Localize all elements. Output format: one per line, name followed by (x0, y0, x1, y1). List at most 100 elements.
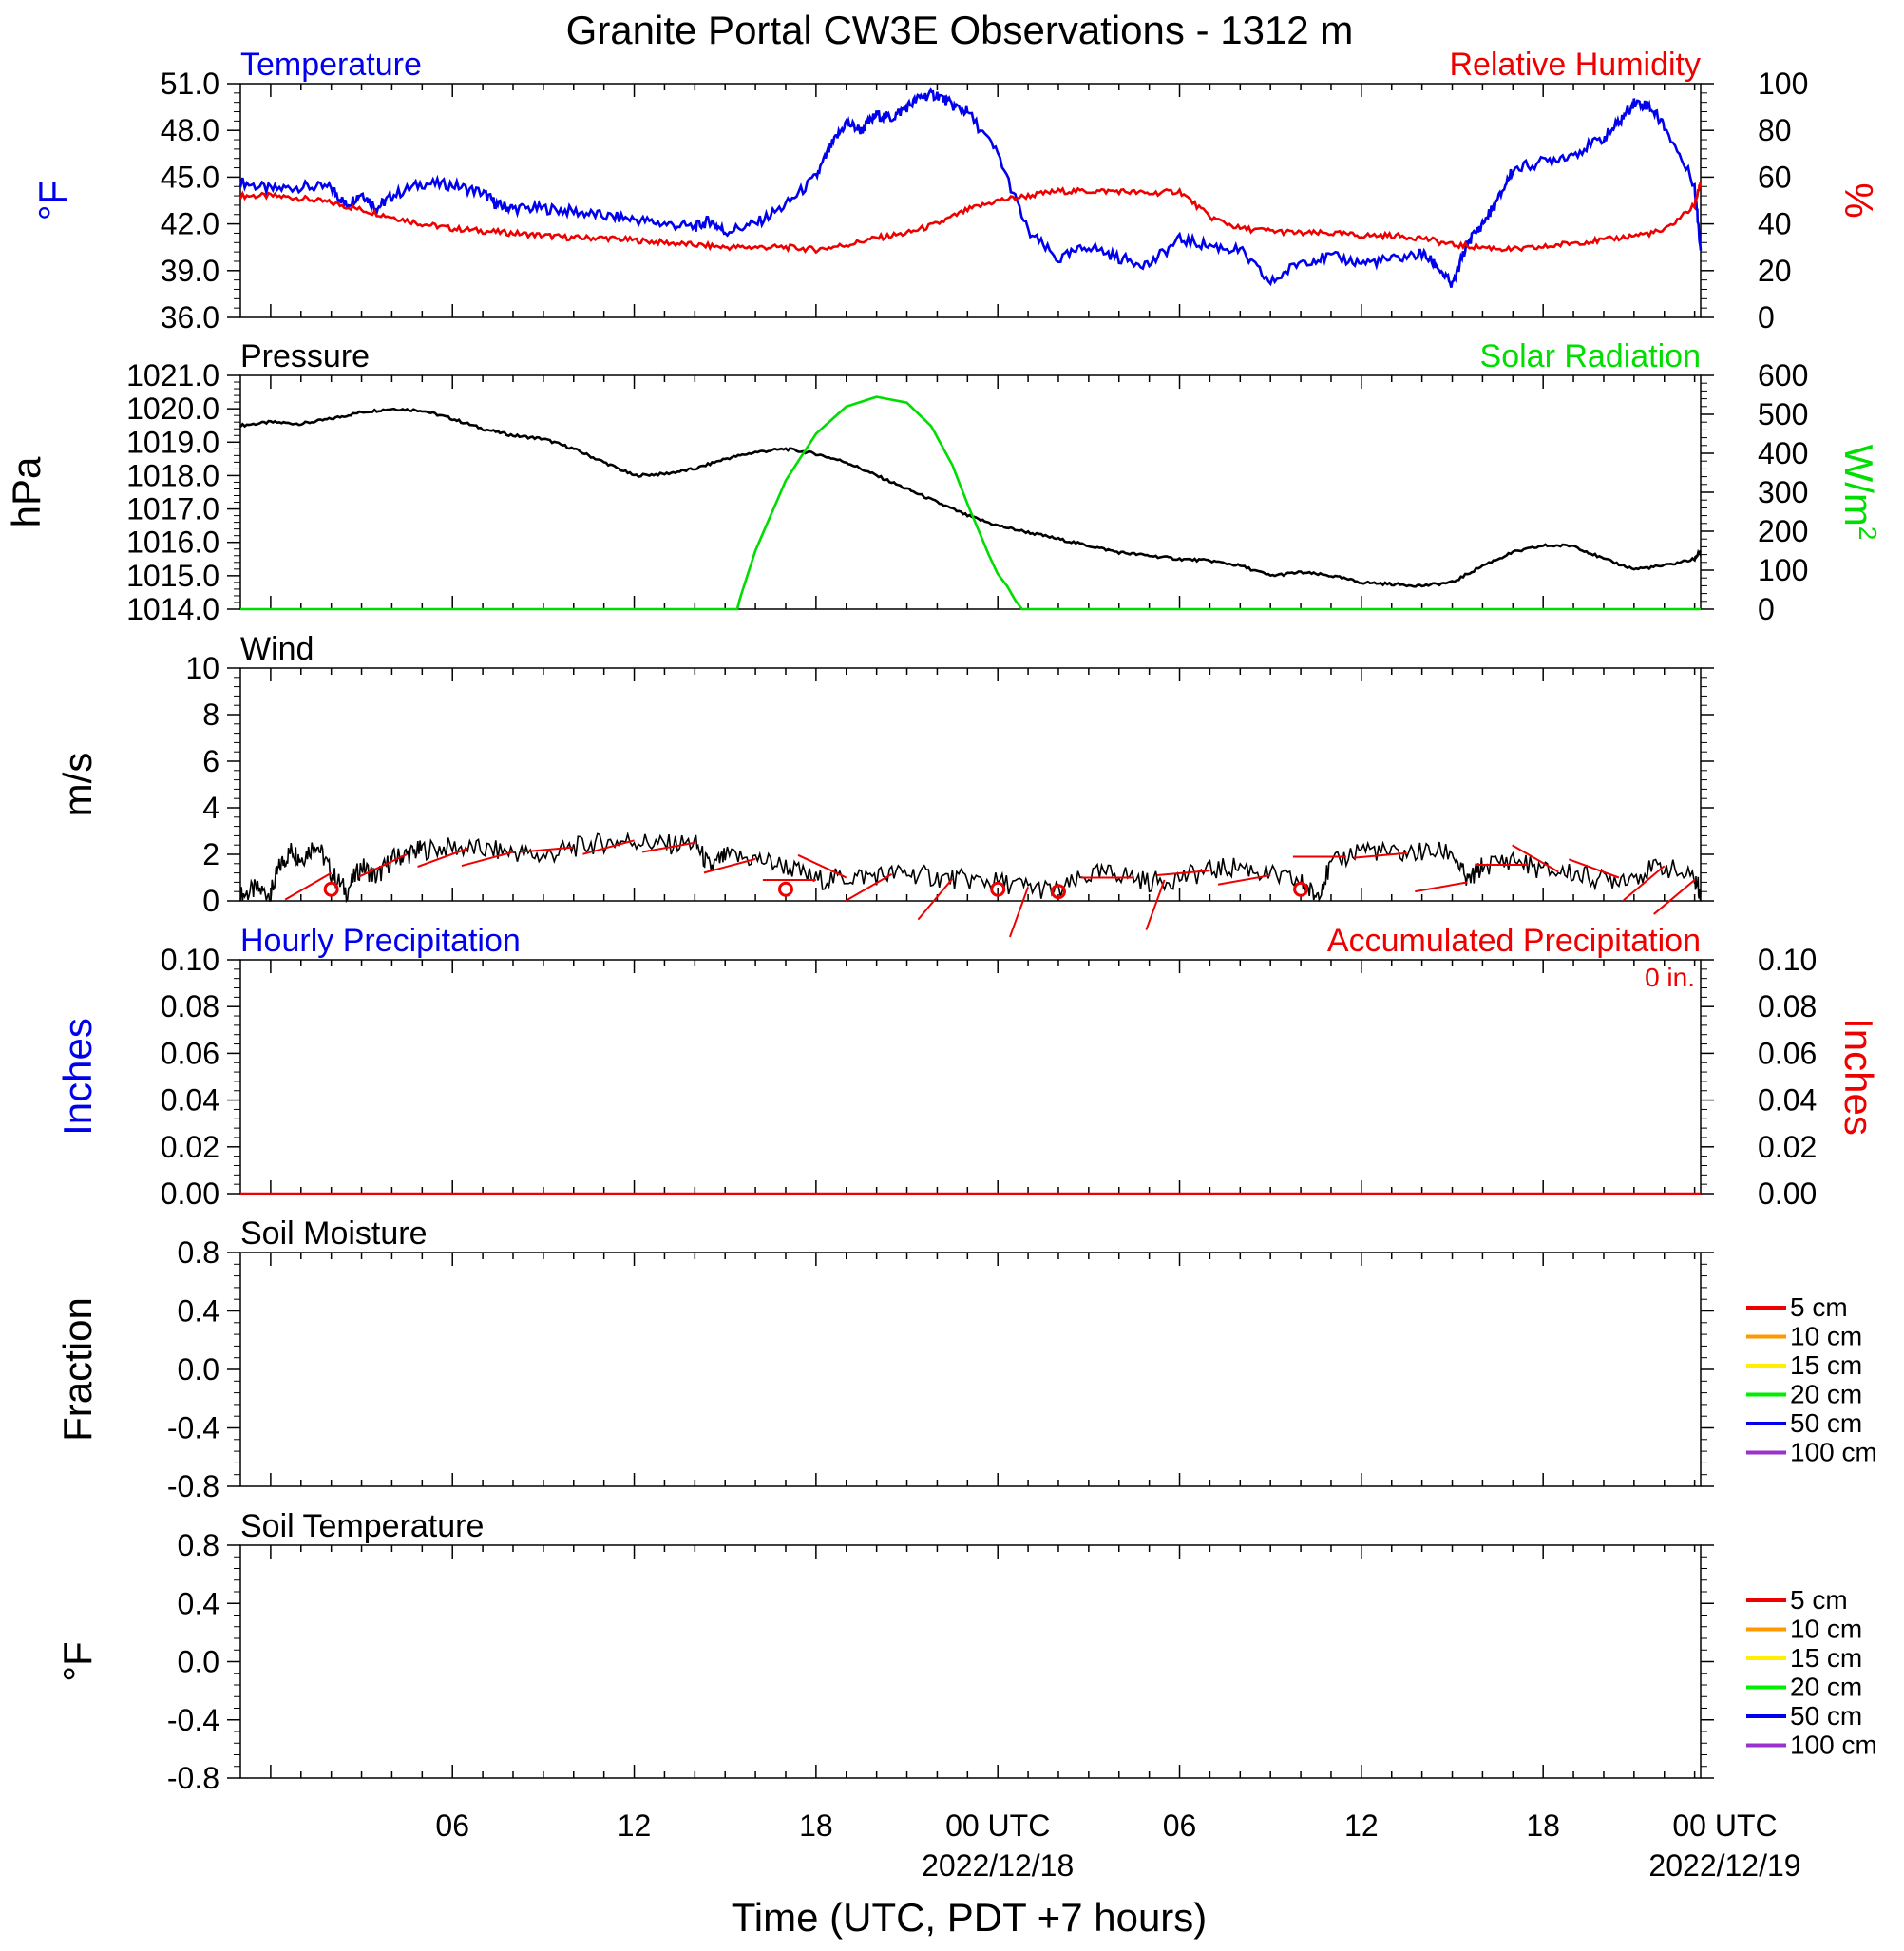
y-right-tick-label: 100 (1758, 67, 1808, 101)
y-axis-label-right: W/m2 (1837, 445, 1882, 541)
chart-title: Granite Portal CW3E Observations - 1312 … (566, 8, 1354, 52)
plot-frame (239, 1252, 1702, 1487)
y-right-tick-label: 80 (1758, 113, 1792, 147)
y-axis-label-right: % (1837, 182, 1881, 218)
wind-barb (1653, 879, 1696, 915)
y-right-tick-label: 400 (1758, 436, 1808, 470)
series-relative-humidity (238, 181, 1703, 255)
y-left-tick-label: 0.4 (178, 1586, 219, 1620)
panel-title-right: Accumulated Precipitation (1327, 923, 1701, 959)
y-axis-label-right: Inches (1837, 1018, 1881, 1136)
plot-frame (239, 83, 1702, 318)
y-left-tick-label: -0.8 (167, 1469, 219, 1503)
y-axis-label-left: hPa (4, 456, 48, 527)
plot-frame (239, 959, 1702, 1195)
calm-wind-marker (323, 881, 339, 897)
legend-label: 15 cm (1790, 1350, 1862, 1380)
wind-barb (1623, 865, 1666, 902)
y-left-tick-label: 8 (202, 698, 219, 732)
x-tick-label: 06 (1163, 1808, 1197, 1843)
y-left-tick-label: 45.0 (161, 160, 219, 194)
wind-barb (358, 853, 408, 878)
wind-barb (1568, 858, 1620, 879)
y-right-tick-label: 300 (1758, 475, 1808, 509)
legend-label: 15 cm (1790, 1643, 1862, 1673)
wind-barb (641, 841, 695, 853)
y-right-tick-label: 60 (1758, 160, 1792, 194)
y-right-tick-label: 200 (1758, 514, 1808, 548)
panel-soil_moisture: 0.8 0.4 0.0 -0.4 -0.8 Soil Moisture Fraction 5 … (55, 1215, 1877, 1503)
calm-wind-marker (1050, 884, 1066, 900)
y-right-tick-label: 0.02 (1758, 1130, 1817, 1164)
wind-barb (417, 847, 468, 868)
accumulation-annotation: 0 in. (1645, 963, 1695, 992)
wind-barb (703, 857, 756, 874)
x-tick-label: 12 (618, 1808, 652, 1843)
x-axis-label: Time (UTC, PDT +7 hours) (732, 1895, 1208, 1940)
y-right-tick-label: 40 (1758, 207, 1792, 241)
y-left-tick-label: -0.4 (167, 1703, 219, 1737)
plot-frame (239, 1544, 1702, 1779)
y-left-tick-label: 1020.0 (126, 392, 219, 426)
series-temperature (238, 87, 1703, 288)
y-left-tick-label: 1015.0 (126, 559, 219, 593)
x-tick-label: 18 (799, 1808, 833, 1843)
wind-barb (461, 851, 514, 868)
y-axis-label-left: Inches (55, 1018, 100, 1136)
panel-title-left: Temperature (240, 47, 422, 83)
x-tick-label: 00 UTC (945, 1808, 1050, 1843)
panel-wind: 10 8 6 4 2 0 Wind m/s (55, 631, 1714, 938)
y-left-tick-label: 0.06 (161, 1036, 219, 1070)
y-right-tick-label: 600 (1758, 358, 1808, 392)
legend-label: 50 cm (1790, 1701, 1862, 1731)
y-left-tick-label: 6 (202, 744, 219, 778)
y-left-tick-label: 48.0 (161, 113, 219, 147)
legend-label: 50 cm (1790, 1408, 1862, 1438)
plot-frame (239, 667, 1702, 902)
wind-barb (1217, 874, 1271, 886)
y-axis-label-right-sup: 2 (1854, 526, 1882, 540)
calm-wind-marker (990, 881, 1006, 897)
y-right-tick-label: 100 (1758, 553, 1808, 587)
panel-title-left: Soil Moisture (240, 1215, 428, 1252)
wind-barb (520, 846, 574, 853)
y-left-tick-label: 36.0 (161, 300, 219, 335)
y-right-tick-label: 0.06 (1758, 1036, 1817, 1070)
y-left-tick-label: 0.04 (161, 1083, 219, 1118)
y-left-tick-label: 0.0 (178, 1645, 219, 1679)
y-axis-label-left: m/s (55, 753, 100, 817)
y-right-tick-label: 0.08 (1758, 989, 1817, 1023)
y-left-tick-label: 0.4 (178, 1294, 219, 1329)
legend-label: 5 cm (1790, 1585, 1848, 1615)
wind-barb (1512, 844, 1559, 873)
calm-wind-marker (777, 881, 793, 897)
y-left-tick-label: 0.00 (161, 1176, 219, 1211)
y-left-tick-label: -0.4 (167, 1411, 219, 1445)
plot-frame (239, 374, 1702, 610)
y-left-tick-label: 0 (202, 884, 219, 918)
y-left-tick-label: 0.08 (161, 989, 219, 1023)
wind-barb (582, 839, 635, 855)
wind-barb (845, 872, 893, 902)
y-left-tick-label: 51.0 (161, 67, 219, 101)
y-right-tick-label: 0.04 (1758, 1083, 1817, 1118)
y-left-tick-label: 1021.0 (126, 358, 219, 392)
y-left-tick-label: 0.8 (178, 1235, 219, 1270)
panel-title-left: Wind (240, 631, 314, 667)
panel-temp_rh: 51.0 48.0 45.0 42.0 39.0 36.0 100 80 60 40 20 0 Temp… (30, 47, 1881, 335)
wind-barb (1156, 870, 1210, 877)
x-tick-label: 12 (1344, 1808, 1379, 1843)
wind-barb (1145, 879, 1166, 930)
legend-label: 20 cm (1790, 1380, 1862, 1409)
x-tick-date-label: 2022/12/19 (1648, 1848, 1800, 1883)
y-left-tick-label: 1016.0 (126, 526, 219, 560)
wind-barb (1353, 851, 1407, 859)
legend-label: 10 cm (1790, 1322, 1862, 1351)
x-tick-date-label: 2022/12/18 (922, 1848, 1074, 1883)
panels: 51.048.045.042.039.036.0100806040200Temp… (4, 47, 1882, 1883)
panel-precip: 0.10 0.08 0.06 0.04 0.02 0.00 0.10 0.08 0.06 0.04… (55, 923, 1881, 1211)
y-right-tick-label: 0 (1758, 300, 1775, 335)
panel-title-right: Solar Radiation (1480, 338, 1701, 374)
y-left-tick-label: 10 (185, 651, 219, 685)
